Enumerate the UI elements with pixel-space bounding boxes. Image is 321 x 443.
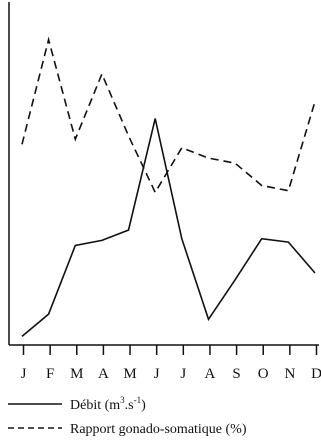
x-tick-label-6: J: [180, 366, 186, 382]
x-tick-label-5: J: [154, 366, 160, 382]
series-line-rapport-gonado-somatique: [21, 36, 316, 195]
series-lines: [21, 36, 316, 338]
x-axis-ticks: [22, 345, 318, 355]
x-tick-label-4: M: [123, 366, 136, 382]
x-tick-label-1: F: [46, 366, 54, 382]
x-tick-label-3: A: [98, 366, 109, 382]
x-tick-label-7: A: [205, 366, 216, 382]
chart-axes: [8, 2, 319, 346]
legend-label-rapport-gonado-somatique: Rapport gonado-somatique (%): [70, 422, 247, 437]
x-tick-label-11: D: [311, 366, 321, 382]
legend: Débit (m3.s-1) Rapport gonado-somatique …: [8, 395, 247, 437]
x-tick-label-9: O: [258, 366, 269, 382]
x-tick-label-8: S: [232, 366, 240, 382]
x-tick-label-10: N: [284, 366, 295, 382]
x-tick-label-2: M: [70, 366, 83, 382]
legend-label-debit: Débit (m3.s-1): [70, 395, 146, 413]
series-line-debit: [21, 118, 316, 338]
x-tick-label-0: J: [21, 366, 27, 382]
